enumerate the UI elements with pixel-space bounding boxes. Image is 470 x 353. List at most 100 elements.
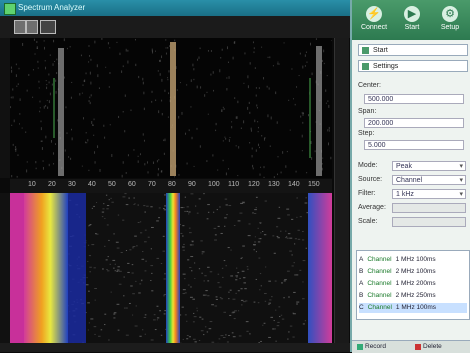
noise-speck: [214, 240, 217, 241]
noise-speck: [11, 70, 12, 73]
connect-button[interactable]: ⚡ Connect: [356, 4, 392, 36]
step-field[interactable]: 5.000: [364, 140, 464, 150]
zoom-icon[interactable]: [14, 20, 26, 34]
noise-speck: [216, 296, 218, 297]
center-field[interactable]: 500.000: [364, 94, 464, 104]
noise-speck: [112, 260, 115, 261]
noise-speck: [249, 142, 250, 143]
noise-speck: [324, 63, 325, 64]
noise-speck: [182, 307, 184, 308]
noise-speck: [268, 304, 270, 305]
waterfall-y-axis: [0, 193, 10, 343]
reset-icon[interactable]: [40, 20, 56, 34]
noise-speck: [219, 338, 221, 339]
setup-button[interactable]: ⚙ Setup: [432, 4, 468, 36]
noise-speck: [145, 314, 147, 315]
noise-speck: [256, 149, 257, 151]
noise-speck: [144, 317, 146, 318]
noise-speck: [208, 50, 209, 52]
noise-speck: [94, 288, 97, 289]
noise-speck: [86, 72, 87, 74]
noise-speck: [199, 268, 200, 269]
settings-icon: [362, 63, 369, 70]
noise-speck: [243, 120, 244, 123]
noise-speck: [113, 233, 114, 234]
noise-speck: [228, 62, 229, 63]
noise-speck: [130, 285, 133, 286]
noise-speck: [196, 128, 197, 130]
mode-select[interactable]: Peak: [392, 161, 466, 171]
noise-speck: [230, 275, 233, 276]
noise-speck: [108, 240, 109, 241]
record-tab[interactable]: Record: [356, 342, 386, 352]
noise-speck: [287, 339, 288, 340]
start-header-button[interactable]: ▶ Start: [394, 4, 430, 36]
noise-speck: [210, 74, 211, 76]
noise-speck: [42, 147, 43, 150]
noise-speck: [287, 151, 288, 152]
filter-label: Filter:: [358, 190, 376, 197]
vertical-scrollbar[interactable]: [334, 38, 349, 343]
noise-speck: [236, 116, 237, 118]
noise-speck: [151, 227, 154, 228]
noise-speck: [86, 142, 87, 143]
source-select[interactable]: Channel: [392, 175, 466, 185]
record-icon: [357, 344, 363, 350]
noise-speck: [183, 274, 186, 275]
noise-speck: [260, 273, 261, 274]
noise-speck: [231, 126, 232, 128]
noise-speck: [33, 69, 34, 70]
noise-speck: [163, 295, 165, 296]
noise-speck: [184, 211, 186, 212]
noise-speck: [107, 205, 109, 206]
noise-speck: [234, 318, 236, 319]
noise-speck: [254, 209, 257, 210]
noise-speck: [91, 94, 92, 96]
settings-button[interactable]: Settings: [358, 60, 468, 72]
noise-speck: [270, 145, 271, 146]
noise-speck: [296, 217, 297, 218]
noise-speck: [197, 213, 199, 214]
spectrum-plot[interactable]: [10, 38, 332, 178]
delete-tab[interactable]: Delete: [414, 342, 442, 352]
frequency-tick: 80: [168, 181, 176, 188]
average-field[interactable]: [392, 203, 466, 213]
scale-field[interactable]: [392, 217, 466, 227]
filter-select[interactable]: 1 kHz: [392, 189, 466, 199]
noise-speck: [191, 193, 194, 194]
noise-speck: [155, 51, 156, 52]
noise-speck: [102, 216, 103, 217]
noise-speck: [229, 139, 230, 142]
noise-speck: [191, 79, 192, 82]
noise-speck: [284, 280, 286, 281]
noise-speck: [211, 50, 212, 52]
noise-speck: [287, 238, 289, 239]
noise-speck: [235, 275, 238, 276]
noise-speck: [302, 122, 303, 124]
noise-speck: [114, 312, 117, 313]
noise-speck: [71, 82, 72, 83]
start-button[interactable]: Start: [358, 44, 468, 56]
source-label: Source:: [358, 176, 382, 183]
noise-speck: [16, 86, 17, 87]
waterfall-plot[interactable]: [10, 193, 332, 343]
pan-icon[interactable]: [26, 20, 38, 34]
span-field[interactable]: 200.000: [364, 118, 464, 128]
noise-speck: [295, 238, 297, 239]
noise-speck: [229, 315, 231, 316]
noise-speck: [279, 63, 280, 64]
noise-speck: [207, 331, 208, 332]
noise-speck: [259, 147, 260, 148]
noise-speck: [50, 93, 51, 96]
noise-speck: [277, 237, 279, 238]
noise-speck: [153, 319, 156, 320]
noise-speck: [12, 96, 13, 98]
noise-speck: [19, 68, 20, 70]
noise-speck: [180, 82, 181, 83]
